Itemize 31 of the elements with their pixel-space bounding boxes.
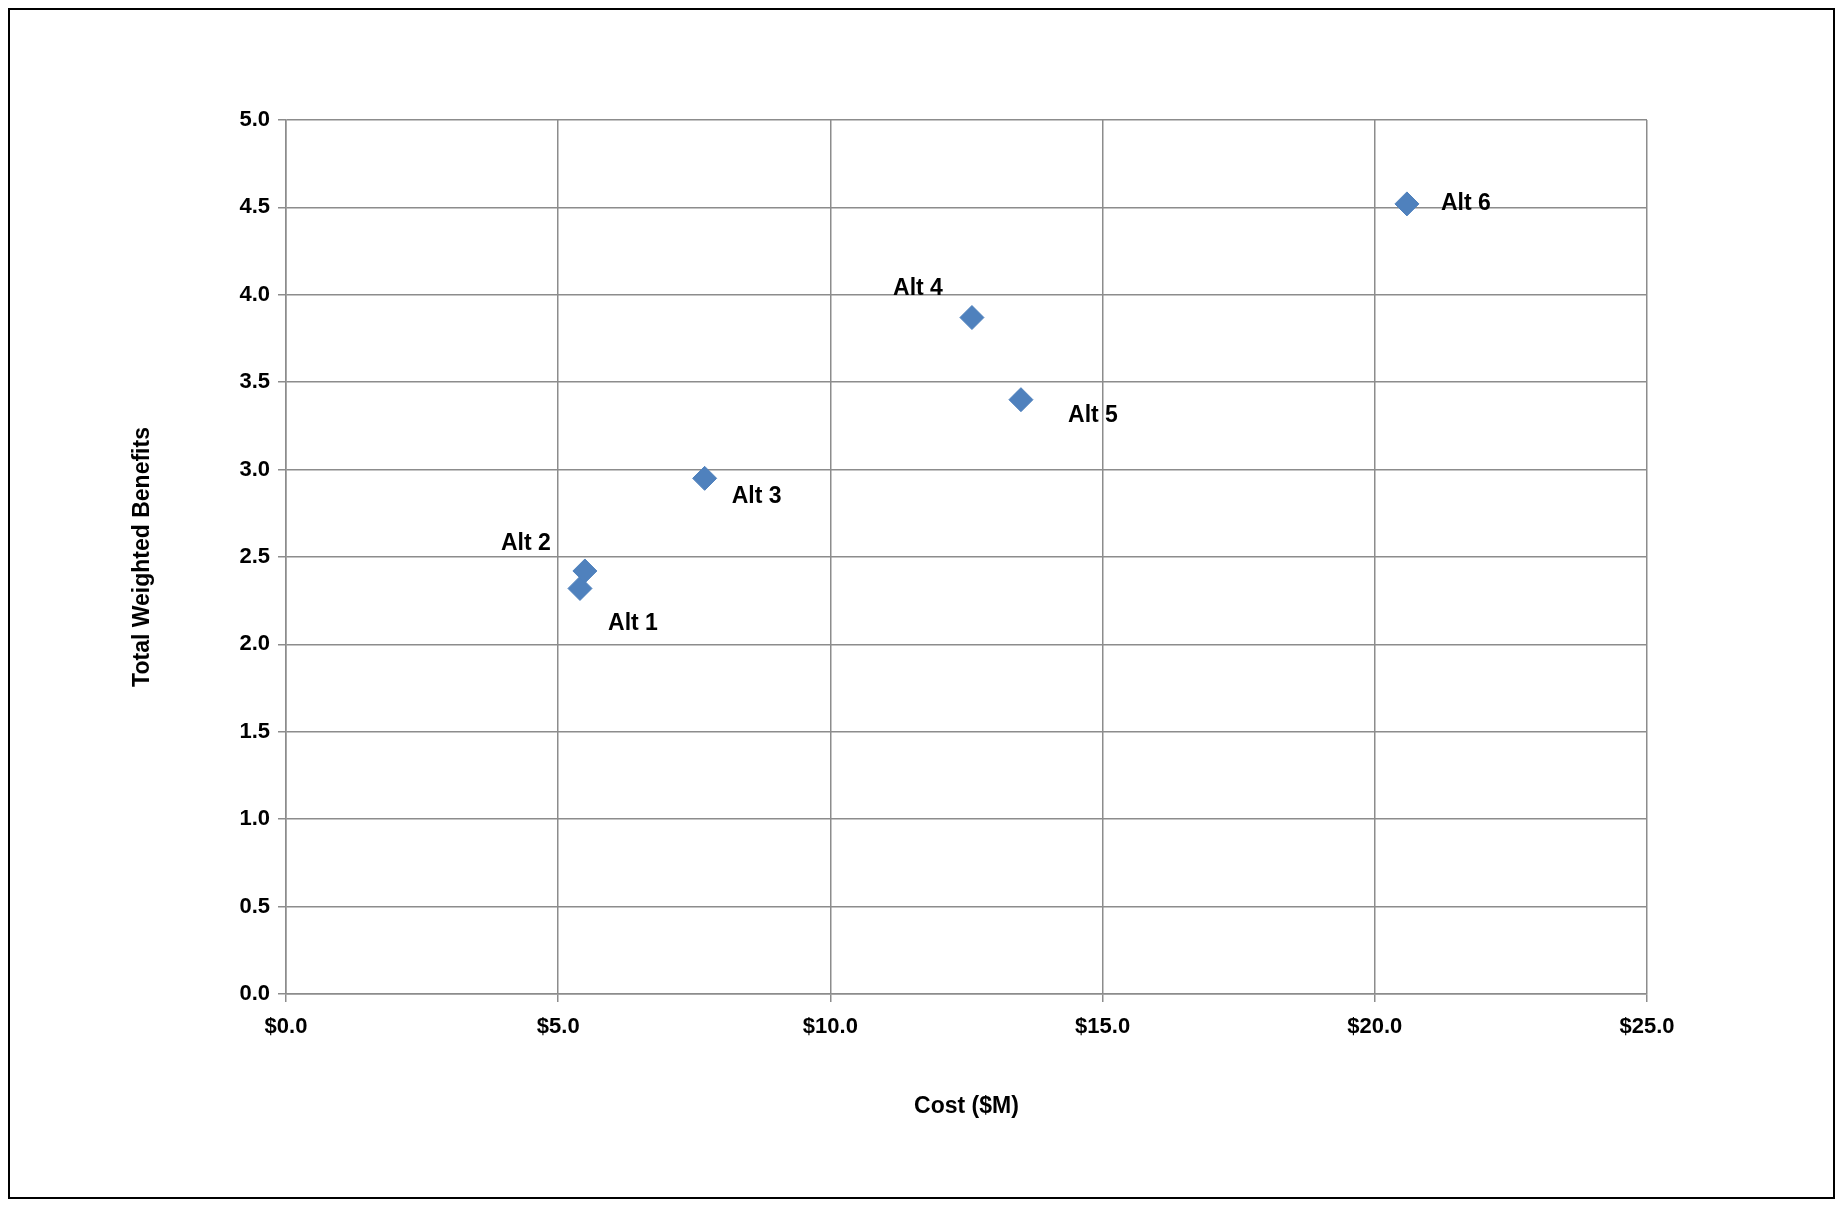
annotation: Alt 2 bbox=[500, 529, 551, 556]
annotation: Alt 5 bbox=[1068, 401, 1119, 428]
y-tick-label: 3.5 bbox=[239, 368, 270, 394]
x-tick-label: $5.0 bbox=[536, 1013, 580, 1039]
x-tick-label: $10.0 bbox=[802, 1013, 858, 1039]
x-tick-label: $0.0 bbox=[264, 1013, 308, 1039]
point bbox=[692, 465, 718, 491]
y-tick-label: 4.0 bbox=[239, 280, 270, 306]
annotation: Alt 3 bbox=[731, 481, 782, 508]
y-tick-label: 4.5 bbox=[239, 193, 270, 219]
annotation: Alt 1 bbox=[608, 608, 659, 635]
y-tick-label: 1.5 bbox=[239, 717, 270, 743]
x-axis-title: Cost ($M) bbox=[914, 1091, 1019, 1118]
point bbox=[1394, 191, 1420, 217]
x-tick-label: $15.0 bbox=[1075, 1013, 1131, 1039]
x-tick-label: $25.0 bbox=[1619, 1013, 1675, 1039]
point bbox=[567, 575, 593, 601]
y-tick-label: 1.0 bbox=[239, 805, 270, 831]
point bbox=[572, 558, 598, 584]
y-tick-label: 2.0 bbox=[239, 630, 270, 656]
y-tick-label: 3.0 bbox=[239, 455, 270, 481]
y-axis-title: Total Weighted Benefits bbox=[128, 427, 155, 687]
annotation: Alt 6 bbox=[1441, 189, 1491, 216]
point bbox=[1008, 387, 1034, 413]
y-tick-label: 2.5 bbox=[239, 543, 270, 569]
y-tick-label: 0.0 bbox=[239, 980, 270, 1006]
point bbox=[959, 305, 985, 331]
y-tick-label: 0.5 bbox=[239, 892, 270, 918]
annotation: Alt 4 bbox=[893, 273, 944, 300]
x-tick-label: $20.0 bbox=[1347, 1013, 1403, 1039]
y-tick-label: 5.0 bbox=[239, 106, 270, 132]
